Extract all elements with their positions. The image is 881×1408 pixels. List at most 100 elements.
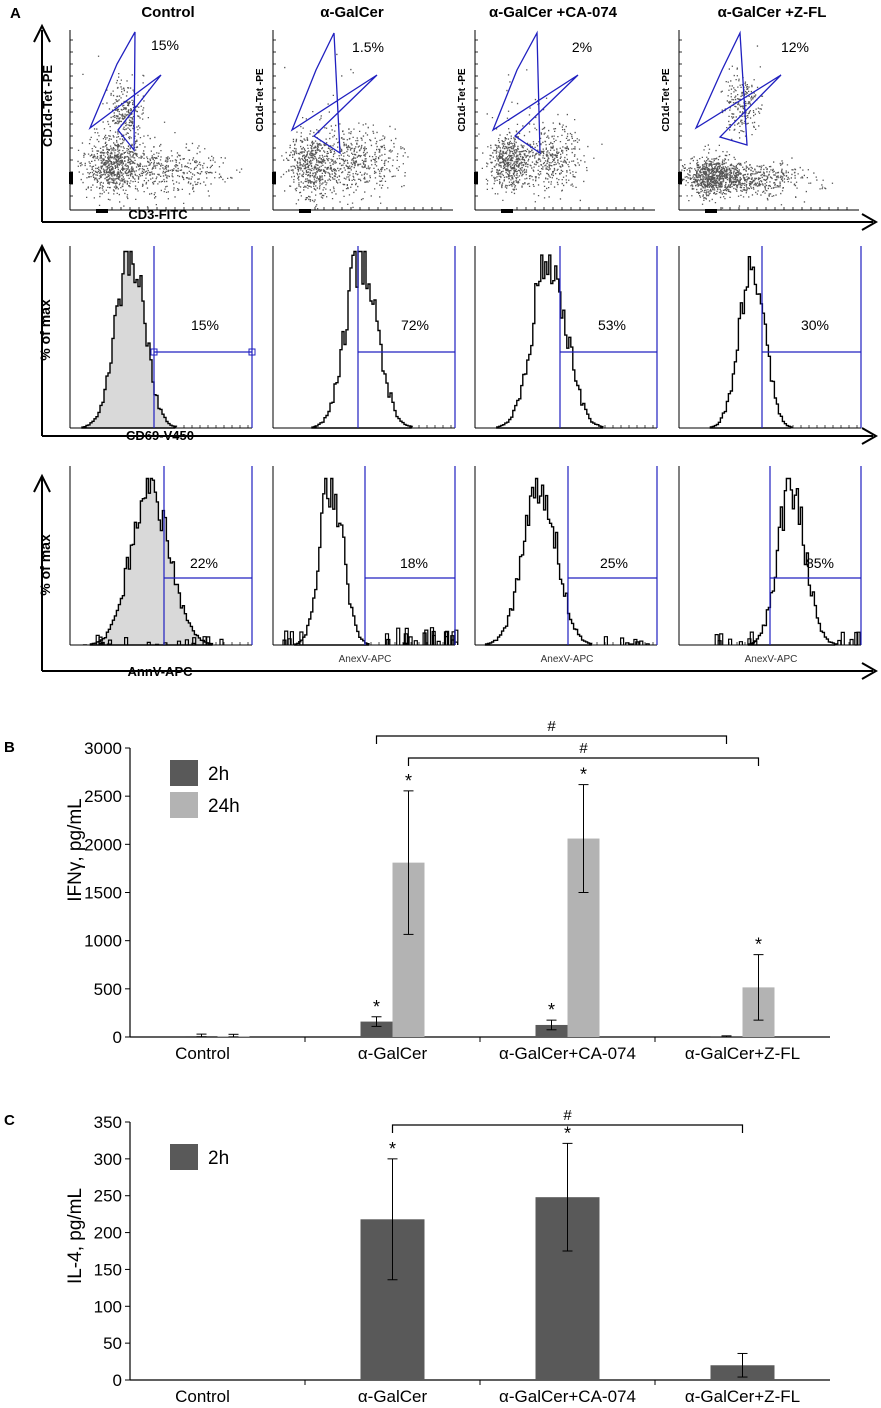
- y-tick-label: 350: [94, 1113, 122, 1132]
- bar-2h: [535, 1024, 568, 1037]
- panel-c-label: C: [4, 1112, 15, 1129]
- histogram-curve: [484, 477, 593, 646]
- histogram-tail: [282, 630, 304, 645]
- histogram-panel: 30%: [678, 246, 862, 429]
- row3-x-axis-label: AnnV-APC: [128, 664, 194, 679]
- histogram-curve: [81, 250, 178, 429]
- histogram-panel: 25% AnexV-APC: [474, 466, 658, 665]
- row1-y-axis-label: CD1d-Tet -PE: [40, 65, 55, 147]
- gate-percent-label: 12%: [781, 39, 809, 55]
- row2-x-arrowhead: [861, 427, 879, 445]
- histogram-panel: 22%: [69, 466, 253, 646]
- row1-y-arrowhead: [33, 23, 51, 43]
- histogram-panel: 85% AnexV-APC: [678, 466, 862, 665]
- row2-x-axis-label: CD69-V450: [126, 428, 194, 443]
- gate-percent-label: 15%: [151, 37, 179, 53]
- gate-percent-label: 22%: [190, 555, 218, 571]
- column-header-control: Control: [141, 4, 194, 21]
- ifng-bar-chart: 0 500 1000 1500 2000 2500 3000 Control α-GalCer α…: [84, 718, 830, 1063]
- gate-percent-label: 18%: [400, 555, 428, 571]
- gate-handle: [248, 348, 256, 356]
- row2-y-arrowhead: [33, 243, 51, 263]
- axis-marker: [474, 172, 478, 184]
- y-tick-label: 100: [94, 1297, 122, 1316]
- histogram-panel: 72%: [272, 246, 456, 429]
- axis-marker: [69, 172, 73, 184]
- panel-y-axis-label: CD1d-Tet -PE: [661, 68, 672, 131]
- axis-marker: [678, 172, 682, 184]
- dot-plot-panel: CD1d-Tet -PE 12%: [661, 30, 859, 213]
- x-tick-label: α-GalCer+CA-074: [499, 1387, 636, 1406]
- x-tick-label: α-GalCer+Z-FL: [685, 1044, 800, 1063]
- y-tick-label: 150: [94, 1260, 122, 1279]
- y-tick-label: 2000: [84, 835, 122, 854]
- row3-axes: [41, 478, 873, 672]
- axis-marker: [96, 209, 108, 213]
- gate-percent-label: 15%: [191, 317, 219, 333]
- gate-percent-label: 25%: [600, 555, 628, 571]
- axis-marker: [501, 209, 513, 213]
- panel-x-axis-label: AnexV-APC: [339, 654, 392, 665]
- legend-label-24h: 24h: [208, 796, 240, 817]
- panel-c-y-axis-title: IL-4, pg/mL: [65, 1188, 86, 1284]
- legend-label-2h: 2h: [208, 1148, 229, 1169]
- row3-histogram-plots: 22% 18% AnexV-APC 25% AnexV-APC 85% AnexV-APC: [69, 466, 862, 665]
- cell-dots: [280, 53, 409, 210]
- gate-percent-label: 53%: [598, 317, 626, 333]
- cell-dots: [77, 55, 243, 208]
- y-tick-label: 0: [113, 1371, 122, 1390]
- row3-x-arrowhead: [861, 662, 879, 680]
- row1-scatter-plots: 15%CD1d-Tet -PE1.5%CD1d-Tet -PE2%CD1d-Te…: [69, 30, 859, 213]
- x-tick-label: α-GalCer+Z-FL: [685, 1387, 800, 1406]
- gate-polygon: [290, 32, 378, 155]
- panel-y-axis-label: CD1d-Tet -PE: [255, 68, 266, 131]
- cell-dots: [681, 45, 834, 209]
- row3-y-axis-label: % of max: [37, 534, 53, 596]
- legend-label-2h: 2h: [208, 764, 229, 785]
- histogram-curve: [311, 250, 414, 429]
- significance-asterisk: *: [373, 997, 380, 1017]
- il4-bar-chart: 0 50 100 150 200 250 300 350 Control α-GalCer α-Ga…: [94, 1107, 830, 1406]
- dot-plot-panel: CD1d-Tet -PE 1.5%: [255, 30, 453, 213]
- y-tick-label: 2500: [84, 787, 122, 806]
- row1-x-axis-label: CD3-FITC: [128, 207, 188, 222]
- panel-x-axis-label: AnexV-APC: [541, 654, 594, 665]
- histogram-tail: [837, 631, 861, 646]
- y-tick-label: 1500: [84, 884, 122, 903]
- axis-marker: [299, 209, 311, 213]
- row1-x-arrowhead: [861, 213, 879, 231]
- y-tick-label: 1000: [84, 932, 122, 951]
- row2-axes: [41, 248, 873, 437]
- row1-axes: [41, 30, 873, 223]
- x-tick-label: Control: [175, 1387, 230, 1406]
- histogram-curve: [496, 254, 604, 429]
- legend-swatch-24h: [170, 792, 198, 818]
- histogram-panel: 15%: [69, 246, 256, 429]
- y-tick-label: 250: [94, 1187, 122, 1206]
- gate-polygon: [491, 30, 579, 155]
- gate-handle: [150, 348, 158, 356]
- column-header-galcer: α-GalCer: [320, 4, 384, 21]
- significance-asterisk: *: [580, 765, 587, 785]
- y-tick-label: 3000: [84, 739, 122, 758]
- gate-percent-label: 72%: [401, 317, 429, 333]
- histogram-tail: [714, 631, 758, 645]
- panel-b-label: B: [4, 739, 15, 756]
- column-header-galcer-ca074: α-GalCer +CA-074: [489, 4, 618, 21]
- x-tick-label: α-GalCer: [358, 1044, 428, 1063]
- histogram-tail: [603, 636, 650, 645]
- histogram-curve: [89, 477, 214, 646]
- significance-bracket: [391, 1124, 744, 1133]
- row3-y-arrowhead: [33, 473, 51, 493]
- gate-percent-label: 85%: [806, 555, 834, 571]
- significance-hash: #: [563, 1107, 572, 1124]
- bar-2h: [360, 1021, 393, 1037]
- significance-asterisk: *: [755, 935, 762, 955]
- significance-hash: #: [547, 718, 556, 735]
- axis-marker: [272, 172, 276, 184]
- panel-a-label: A: [10, 5, 21, 22]
- histogram-panel: 53%: [474, 246, 658, 429]
- panel-b-y-axis-title: IFNγ, pg/mL: [65, 798, 86, 901]
- column-header-galcer-zfl: α-GalCer +Z-FL: [718, 4, 827, 21]
